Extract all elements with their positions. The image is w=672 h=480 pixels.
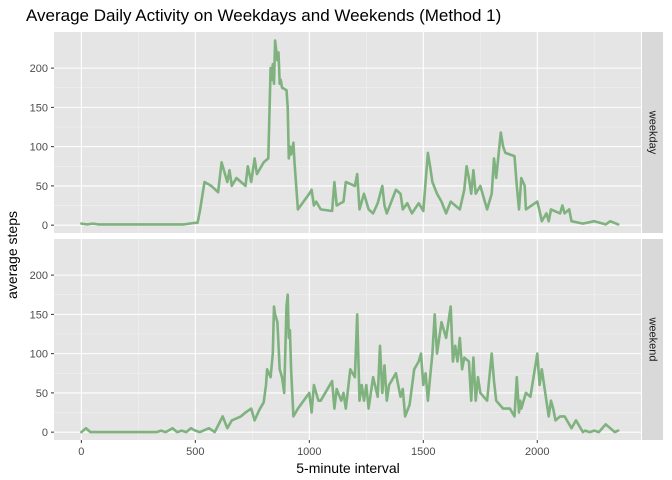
y-tick-label: 100 [30,142,48,154]
x-tick-label: 1000 [297,446,321,458]
y-tick-label: 0 [42,220,48,232]
facet-panel-weekend: 0 50 100 150 200 weekend [30,239,663,440]
y-tick-label: 50 [36,388,48,400]
panel-background [54,32,641,233]
y-tick-label: 0 [42,427,48,439]
y-tick-label: 50 [36,181,48,193]
facet-panel-weekday: 0 50 100 150 200 weekday [30,32,663,233]
y-tick-label: 150 [30,102,48,114]
chart-title: Average Daily Activity on Weekdays and W… [26,6,501,25]
y-tick-label: 150 [30,309,48,321]
facet-strip [642,32,663,233]
facet-strip [642,239,663,440]
y-axis-title: average steps [4,211,20,299]
x-tick-label: 1500 [411,446,435,458]
x-tick-label: 500 [186,446,204,458]
series-line-weekend [80,293,620,434]
y-tick-label: 100 [30,349,48,361]
series-line-weekday [80,39,620,226]
y-tick-label: 200 [30,270,48,282]
panel-background [54,239,641,440]
x-axis-title: 5-minute interval [296,460,400,476]
x-axis: 0 500 1000 1500 2000 [78,440,550,458]
facet-strip-label: weekend [647,316,659,361]
y-tick-label: 200 [30,63,48,75]
facet-panels: 0 50 100 150 200 weekday 0 50 100 150 200 weekend [30,32,663,440]
facet-strip-label: weekday [647,110,659,155]
x-tick-label: 0 [78,446,84,458]
x-tick-label: 2000 [525,446,549,458]
